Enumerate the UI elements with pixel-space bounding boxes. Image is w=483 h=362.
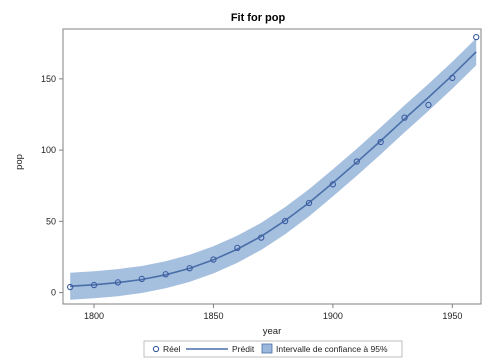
axes: 1800 1850 1900 1950 0 50 100 150: [41, 28, 482, 321]
x-tick-label: 1950: [442, 311, 462, 321]
observed-point: [138, 275, 145, 283]
observed-point: [162, 271, 169, 278]
y-tick-label: 50: [46, 216, 56, 226]
legend: Réel Prédit Intervalle de confiance à 95%: [143, 340, 403, 358]
x-axis-label: year: [263, 326, 281, 337]
legend-observed-label: Réel: [163, 344, 181, 354]
observed-point: [377, 138, 384, 146]
chart-title: Fit for pop: [231, 12, 286, 24]
observed-point: [186, 265, 193, 272]
legend-predicted-label: Prédit: [232, 344, 255, 354]
legend-band-label: Intervalle de confiance à 95%: [276, 344, 388, 354]
y-tick-label: 100: [41, 145, 56, 155]
x-tick-label: 1800: [84, 311, 104, 321]
confidence-band: [70, 38, 477, 300]
x-tick-label: 1900: [323, 311, 343, 321]
observed-point: [329, 181, 337, 188]
observed-point: [353, 158, 360, 165]
y-tick-label: 0: [51, 288, 56, 298]
y-tick-label: 150: [41, 74, 56, 84]
legend-band-swatch: [261, 343, 273, 354]
legend-observed-marker: [152, 345, 160, 353]
observed-point: [90, 281, 98, 289]
observed-point: [281, 217, 289, 225]
observed-point: [449, 74, 456, 82]
observed-point: [67, 283, 74, 291]
observed-point: [401, 114, 408, 121]
plot-frame: [62, 28, 482, 305]
observed-point: [425, 101, 432, 109]
observed-point: [473, 33, 480, 41]
observed-point: [258, 234, 265, 241]
observed-point: [114, 279, 122, 286]
predicted-line: [70, 51, 477, 287]
observed-point: [234, 244, 241, 252]
y-axis-label: pop: [14, 154, 25, 170]
observed-point: [210, 256, 217, 263]
plot-area: [67, 33, 480, 300]
observed-point: [305, 199, 313, 207]
legend-frame: [143, 340, 403, 358]
x-tick-label: 1850: [203, 311, 223, 321]
